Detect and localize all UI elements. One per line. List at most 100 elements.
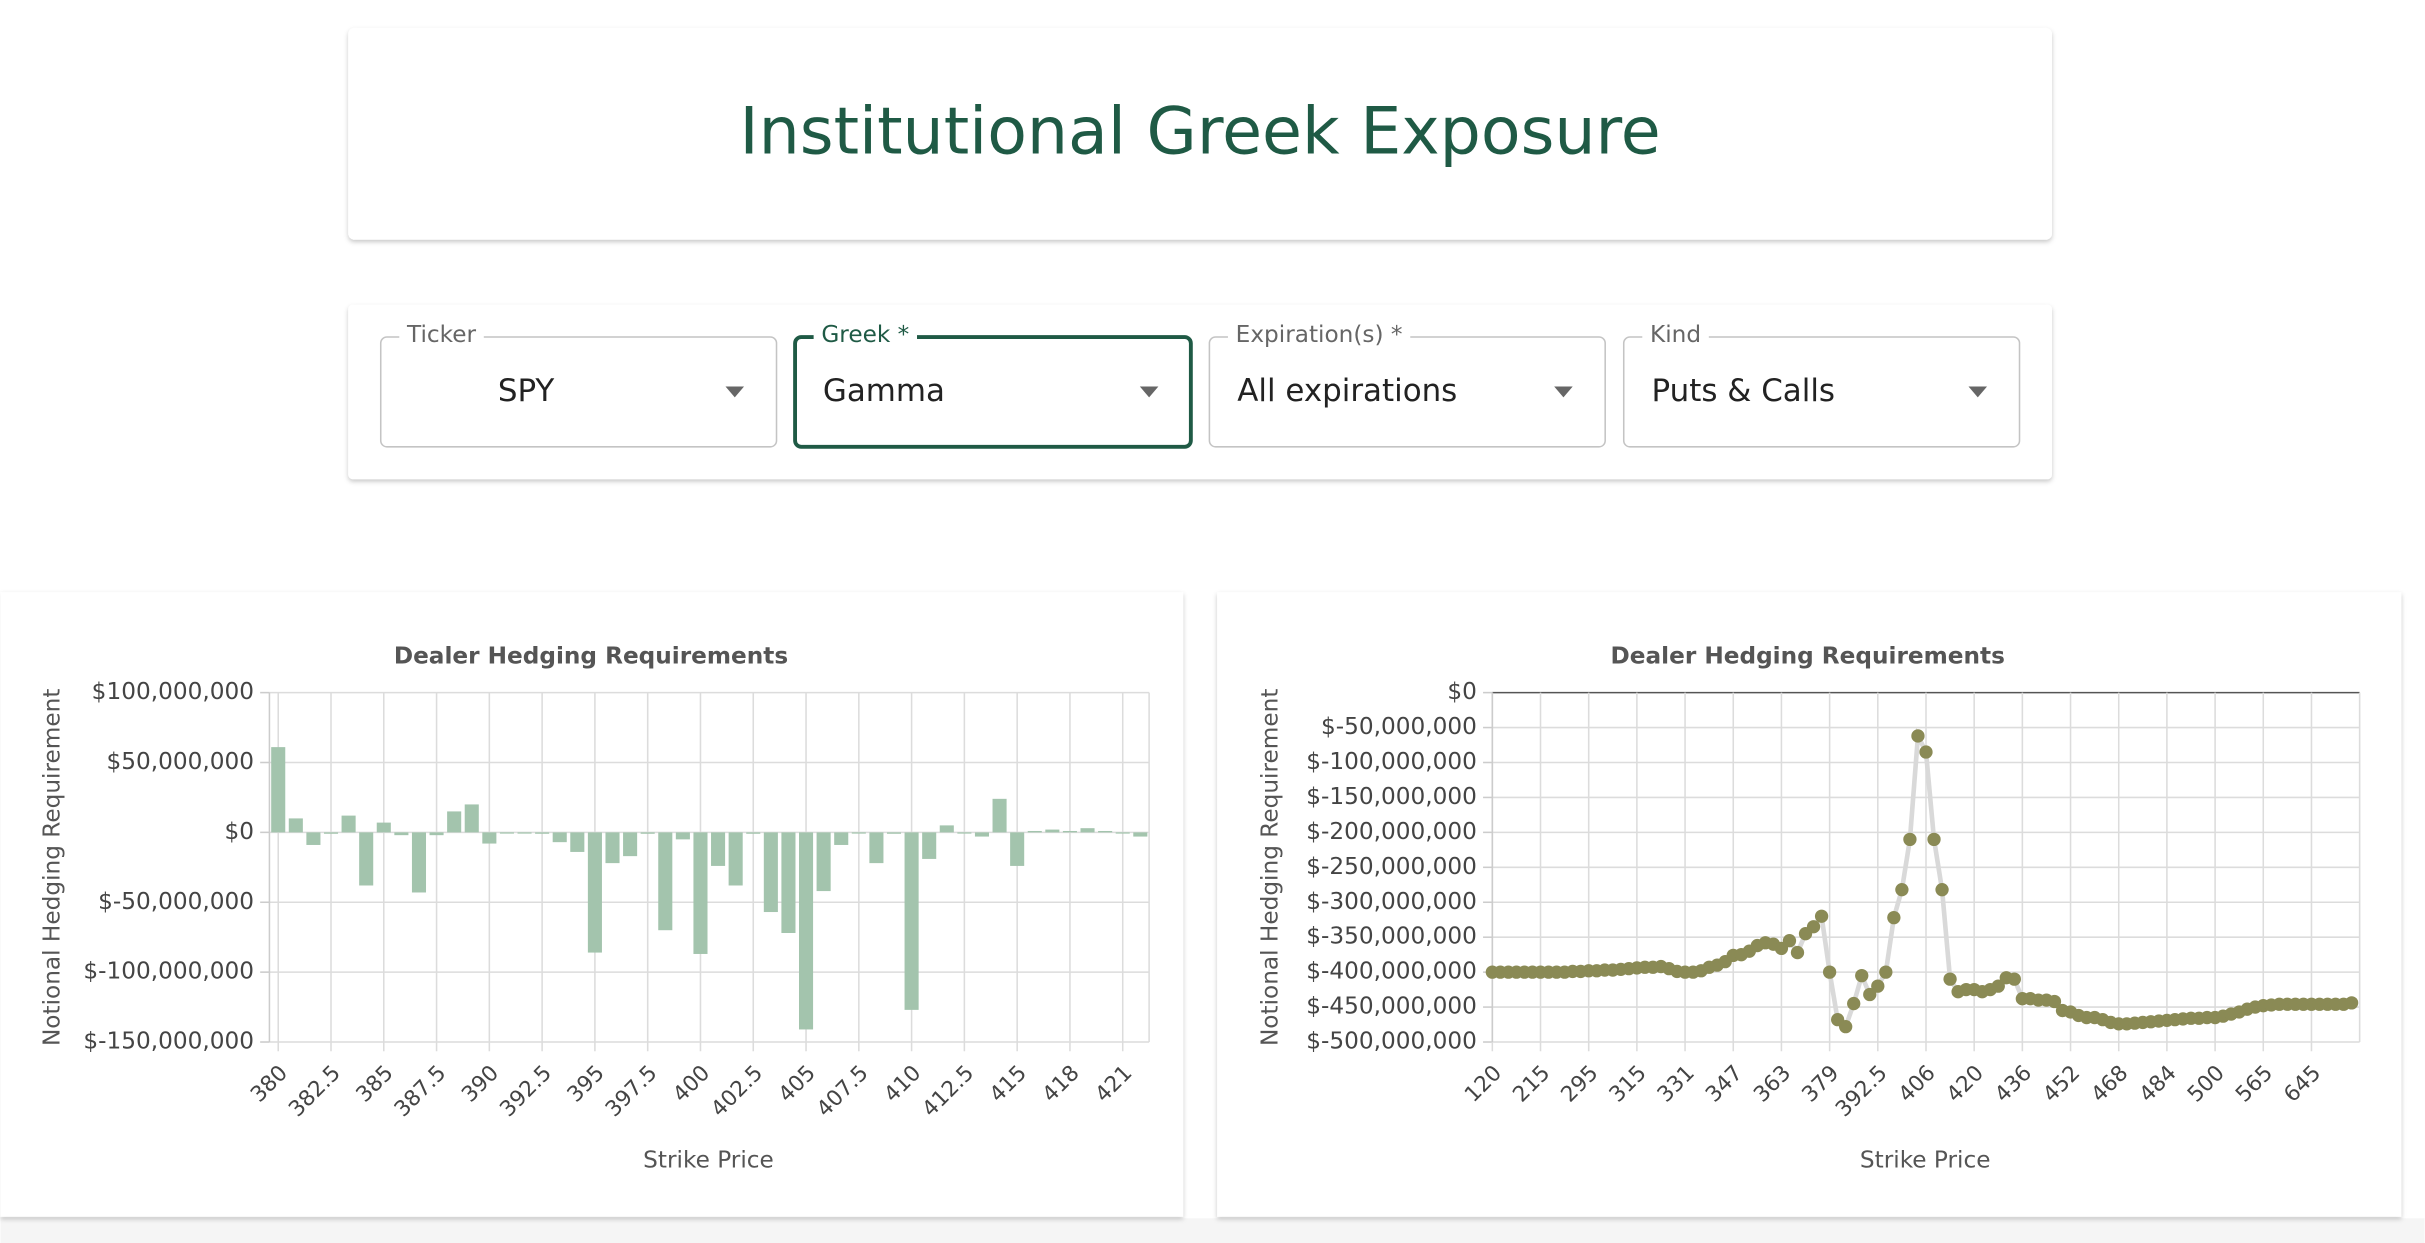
bar (570, 832, 585, 852)
y-tick-label: $-250,000,000 (1306, 853, 1477, 880)
x-axis-label: Strike Price (643, 1147, 774, 1174)
y-axis-label: Notional Hedging Requirement (38, 689, 65, 1046)
y-tick-label: $-200,000,000 (1306, 818, 1477, 845)
x-axis-label: Strike Price (1860, 1147, 1991, 1174)
bar (323, 832, 339, 834)
point (1839, 1019, 1853, 1034)
point (1871, 979, 1885, 993)
bar (851, 832, 866, 834)
bar (974, 832, 990, 837)
point (1927, 832, 1941, 847)
bar (781, 832, 796, 934)
point (1806, 920, 1821, 934)
bar (394, 832, 409, 836)
bar (1133, 832, 1148, 837)
bar (499, 832, 514, 834)
chart-title: Dealer Hedging Requirements (394, 643, 788, 670)
point (2344, 996, 2359, 1010)
y-tick-label: $0 (224, 818, 254, 845)
bar (464, 804, 479, 833)
select-box[interactable] (379, 336, 778, 448)
bar (271, 747, 286, 833)
point (1911, 729, 1925, 743)
bar (798, 832, 814, 1030)
y-tick-label: $-50,000,000 (98, 888, 254, 915)
bar (376, 822, 391, 833)
y-tick-label: $50,000,000 (106, 748, 254, 775)
bar (306, 832, 321, 845)
y-tick-label: $-500,000,000 (1306, 1028, 1477, 1055)
select-field[interactable]: Expiration(s) * All expirations (1208, 321, 1606, 448)
bar (904, 832, 919, 1010)
bar (482, 832, 497, 844)
dropdown-arrow (1139, 386, 1159, 398)
y-tick-label: $0 (1447, 678, 1477, 705)
select-value: Gamma (823, 373, 945, 409)
bar (746, 832, 761, 834)
bar (587, 832, 602, 953)
bar (429, 832, 444, 836)
bar (834, 832, 849, 845)
select-value: SPY (498, 373, 555, 409)
bar (1080, 828, 1095, 833)
select-box[interactable] (1622, 336, 2021, 448)
select-label: Greek * (821, 321, 909, 348)
bar (1098, 830, 1113, 833)
point (1847, 996, 1861, 1011)
bar (359, 832, 374, 886)
point (2047, 994, 2062, 1009)
bar (939, 825, 954, 833)
point (1935, 883, 1949, 897)
bar (693, 832, 708, 954)
point (1943, 972, 1957, 986)
select-field[interactable]: Greek * Gamma (793, 321, 1193, 449)
bar (288, 818, 303, 833)
bar (763, 832, 778, 913)
select-label: Ticker (406, 321, 477, 348)
bar (640, 832, 655, 834)
select-field[interactable]: Ticker SPY (379, 321, 778, 448)
bar (1027, 830, 1042, 833)
y-tick-label: $-400,000,000 (1306, 958, 1477, 985)
select-box[interactable] (793, 335, 1193, 449)
bar (605, 832, 620, 864)
bar (517, 832, 532, 834)
y-tick-label: $-450,000,000 (1306, 993, 1477, 1020)
select-label: Expiration(s) * (1236, 321, 1403, 348)
point (1782, 934, 1797, 948)
y-tick-label: $-350,000,000 (1306, 923, 1477, 950)
bar (992, 798, 1007, 833)
bar (1010, 832, 1025, 866)
bar (447, 811, 462, 833)
bar (535, 832, 550, 834)
select-field[interactable]: Kind Puts & Calls (1622, 321, 2021, 448)
dropdown-arrow (1554, 386, 1573, 398)
y-tick-label: $-150,000,000 (1306, 783, 1477, 810)
y-tick-label: $-100,000,000 (83, 958, 254, 985)
point (2007, 972, 2021, 986)
bar (341, 815, 356, 833)
page-title: Institutional Greek Exposure (739, 95, 1660, 170)
select-label: Kind (1650, 321, 1701, 348)
bar (869, 832, 884, 864)
y-tick-label: $-150,000,000 (83, 1028, 254, 1055)
dropdown-arrow (1968, 386, 1988, 398)
header-card (348, 27, 2052, 240)
point (1863, 987, 1877, 1002)
label-notch (399, 324, 484, 347)
bar (1045, 829, 1060, 833)
y-tick-label: $-300,000,000 (1306, 888, 1477, 915)
point (1814, 909, 1829, 923)
bar (816, 832, 831, 892)
select-value: All expirations (1237, 373, 1457, 409)
label-notch (813, 324, 918, 347)
point (1887, 910, 1901, 925)
y-axis-label: Notional Hedging Requirement (1257, 689, 1284, 1046)
point (1855, 968, 1869, 983)
select-value: Puts & Calls (1652, 373, 1835, 409)
bar (623, 832, 638, 857)
bar (411, 832, 427, 893)
bar (728, 832, 743, 886)
point (1903, 832, 1917, 847)
